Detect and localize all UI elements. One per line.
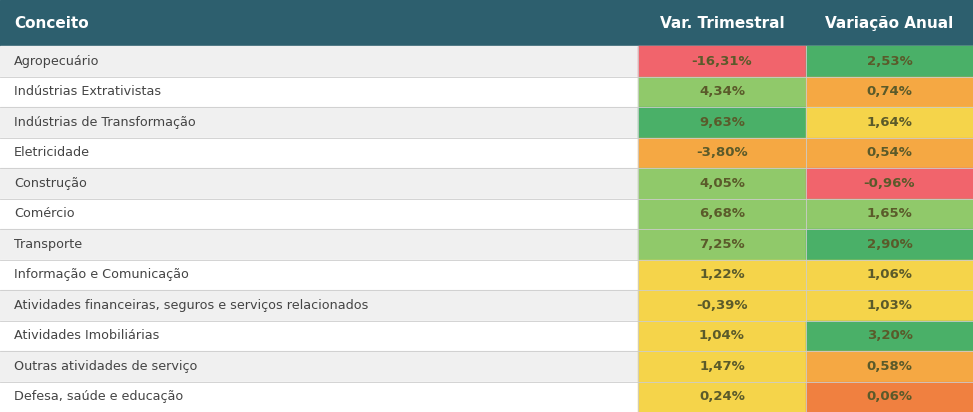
Bar [638,321,806,351]
Text: -0,39%: -0,39% [697,299,747,312]
Bar [0,0,973,46]
Bar [806,138,973,168]
Bar [638,290,806,321]
Bar [0,321,973,351]
Bar [0,46,973,77]
Text: 0,74%: 0,74% [867,85,913,98]
Text: 7,25%: 7,25% [700,238,744,251]
Text: 4,34%: 4,34% [699,85,745,98]
Bar [638,199,806,229]
Bar [638,138,806,168]
Text: Informação e Comunicação: Informação e Comunicação [14,268,189,281]
Text: 1,65%: 1,65% [867,207,913,220]
Bar [638,168,806,199]
Bar [806,229,973,260]
Bar [638,351,806,382]
Bar [806,321,973,351]
Text: 1,06%: 1,06% [867,268,913,281]
Bar [0,77,973,107]
Text: 6,68%: 6,68% [699,207,745,220]
Bar [0,199,973,229]
Text: 2,53%: 2,53% [867,55,913,68]
Text: 0,06%: 0,06% [867,390,913,403]
Text: Indústrias Extrativistas: Indústrias Extrativistas [14,85,162,98]
Text: Comércio: Comércio [14,207,75,220]
Text: 1,04%: 1,04% [699,329,745,342]
Bar [806,168,973,199]
Bar [0,290,973,321]
Text: 0,54%: 0,54% [867,146,913,159]
Text: -16,31%: -16,31% [692,55,752,68]
Bar [638,382,806,412]
Bar [806,260,973,290]
Bar [806,46,973,77]
Text: Atividades financeiras, seguros e serviços relacionados: Atividades financeiras, seguros e serviç… [14,299,369,312]
Text: 3,20%: 3,20% [867,329,913,342]
Text: 1,22%: 1,22% [700,268,744,281]
Bar [0,138,973,168]
Text: 0,24%: 0,24% [699,390,745,403]
Bar [806,199,973,229]
Text: Outras atividades de serviço: Outras atividades de serviço [14,360,198,373]
Text: Var. Trimestral: Var. Trimestral [660,16,784,30]
Text: 9,63%: 9,63% [699,116,745,129]
Bar [0,260,973,290]
Bar [0,229,973,260]
Text: -0,96%: -0,96% [864,177,916,190]
Text: Eletricidade: Eletricidade [14,146,90,159]
Bar [638,77,806,107]
Bar [638,107,806,138]
Bar [806,77,973,107]
Text: 4,05%: 4,05% [699,177,745,190]
Text: Transporte: Transporte [14,238,82,251]
Bar [806,382,973,412]
Text: 1,03%: 1,03% [867,299,913,312]
Text: 1,64%: 1,64% [867,116,913,129]
Bar [0,107,973,138]
Text: Indústrias de Transformação: Indústrias de Transformação [14,116,196,129]
Bar [0,382,973,412]
Text: 1,47%: 1,47% [700,360,745,373]
Bar [0,351,973,382]
Bar [806,107,973,138]
Text: Conceito: Conceito [14,16,89,30]
Bar [0,168,973,199]
Text: Atividades Imobiliárias: Atividades Imobiliárias [14,329,160,342]
Text: -3,80%: -3,80% [697,146,748,159]
Bar [638,260,806,290]
Bar [638,229,806,260]
Text: 0,58%: 0,58% [867,360,913,373]
Text: Agropecuário: Agropecuário [14,55,99,68]
Text: Defesa, saúde e educação: Defesa, saúde e educação [14,390,183,403]
Bar [806,290,973,321]
Text: Construção: Construção [14,177,87,190]
Text: Variação Anual: Variação Anual [825,16,954,30]
Bar [638,46,806,77]
Bar [806,351,973,382]
Text: 2,90%: 2,90% [867,238,913,251]
